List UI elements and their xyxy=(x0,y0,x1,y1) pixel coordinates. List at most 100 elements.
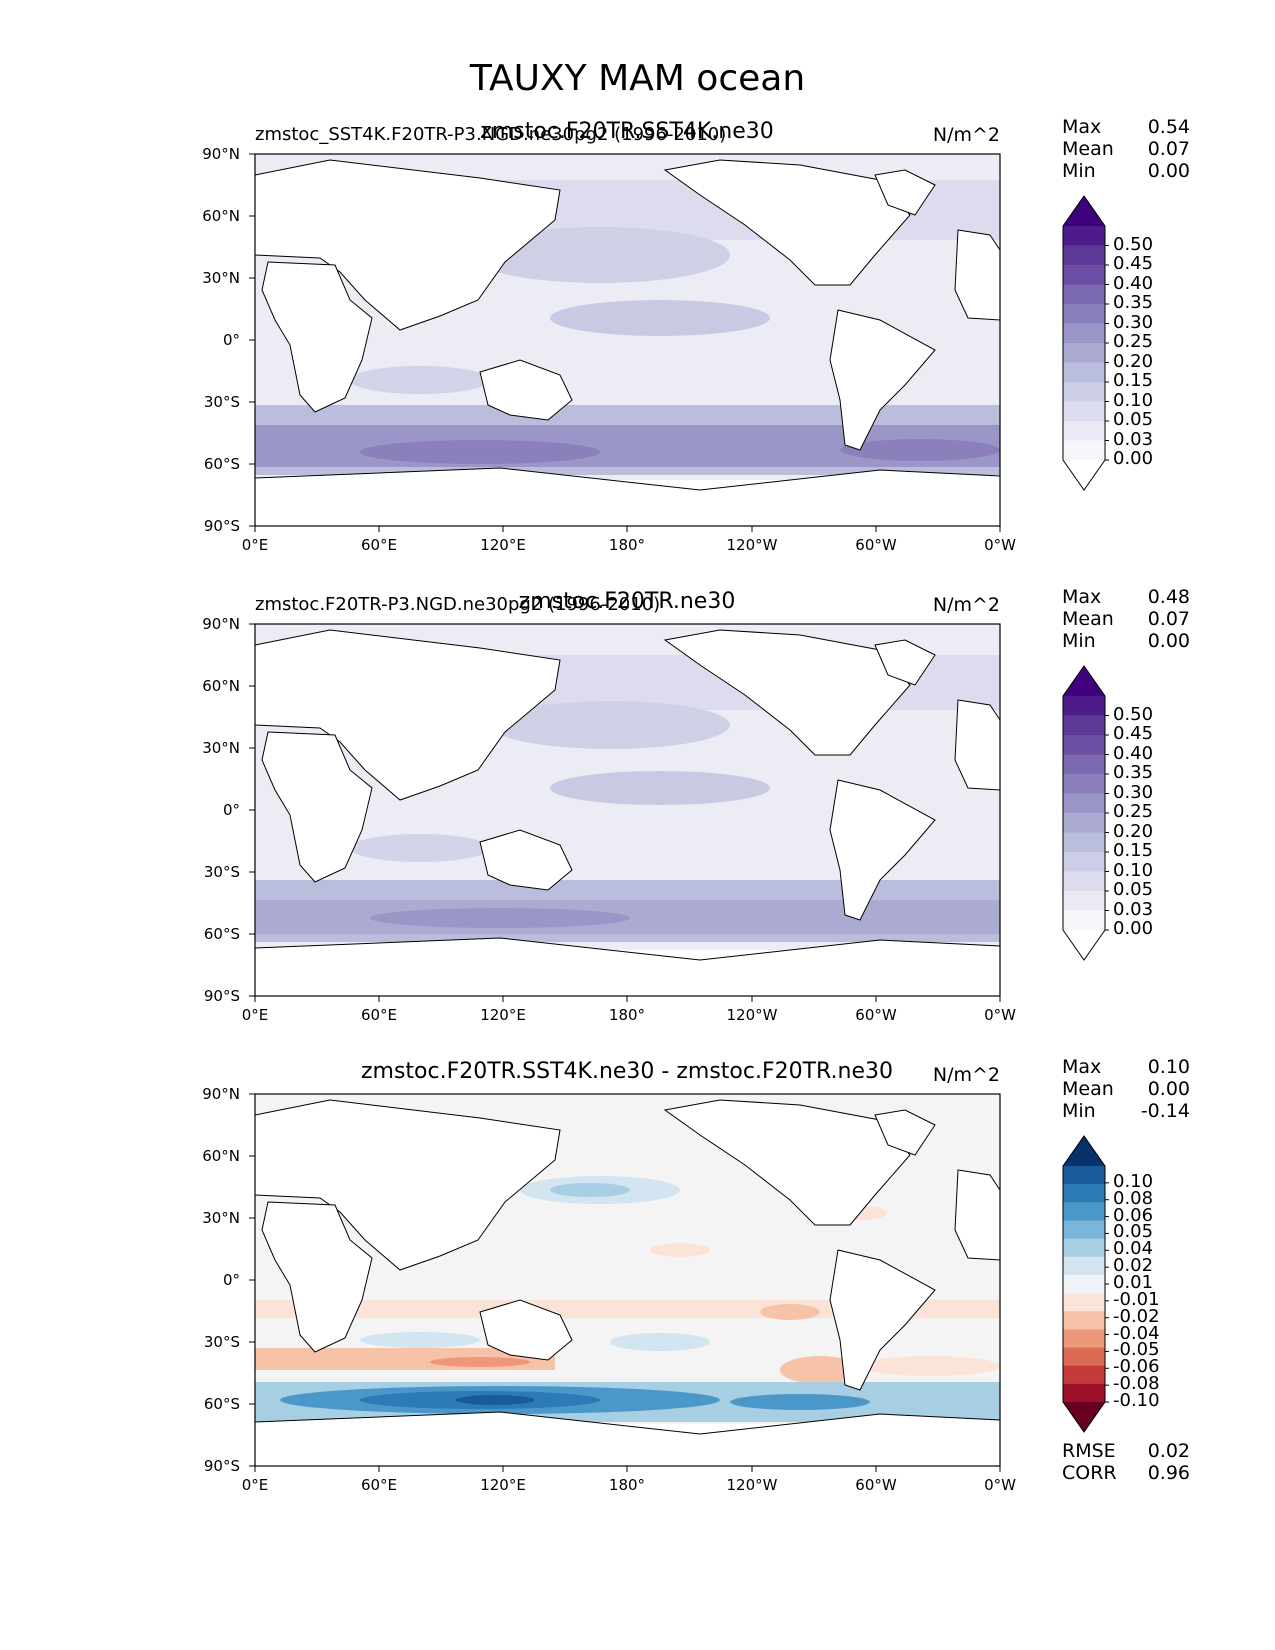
colorbar-swatch xyxy=(1063,401,1105,422)
colorbar-tick-label: 0.05 xyxy=(1113,1221,1154,1243)
continent-outlines xyxy=(254,629,1001,997)
colorbar-tick-label: -0.01 xyxy=(1113,1288,1160,1310)
colorbar-swatch xyxy=(1063,265,1105,285)
colorbar-swatch xyxy=(1063,696,1105,716)
colorbar-tick-label: -0.08 xyxy=(1113,1373,1160,1395)
units-label: N/m^2 xyxy=(932,594,1000,616)
colorbar-swatch xyxy=(1063,245,1105,266)
colorbar-tick-label: 0.50 xyxy=(1113,703,1154,725)
x-tick: 120°W xyxy=(726,536,778,554)
map-canvas xyxy=(249,623,1109,1002)
x-tick: 0°W xyxy=(984,536,1016,554)
colorbar-extend-bottom xyxy=(1063,1402,1105,1432)
x-tick: 60°E xyxy=(360,536,398,554)
mean-label: Mean xyxy=(1062,608,1114,630)
mean-label: Mean xyxy=(1062,1078,1114,1100)
colorbar-tick-label: 0.30 xyxy=(1113,311,1154,333)
x-tick: 180° xyxy=(608,1476,646,1494)
panel-control: zmstoc.F20TR-P3.NGD.ne30pg2 (1996-2010) … xyxy=(0,470,1275,1024)
y-tick: 0° xyxy=(222,801,240,819)
colorbar-swatch xyxy=(1063,1238,1105,1258)
continent-outlines xyxy=(254,159,1001,527)
colorbar-tick-label: 0.03 xyxy=(1113,898,1154,920)
x-tick: 0°W xyxy=(984,1006,1016,1024)
y-tick: 90°S xyxy=(203,1457,240,1475)
colorbar-tick-label: 0.30 xyxy=(1113,781,1154,803)
colorbar-swatch xyxy=(1063,774,1105,794)
axis-ticks xyxy=(249,153,1001,532)
colorbar-swatch xyxy=(1063,1329,1105,1349)
colorbar-tick-label: 0.35 xyxy=(1113,762,1154,783)
colorbar-extend-top xyxy=(1063,1136,1105,1166)
mean-value: 0.00 xyxy=(1147,1078,1190,1100)
y-tick: 30°S xyxy=(203,393,240,411)
y-tick: 60°N xyxy=(202,677,240,695)
colorbar-tick-label: 0.25 xyxy=(1113,801,1154,822)
min-label: Min xyxy=(1062,630,1096,652)
colorbar-swatch xyxy=(1063,1274,1105,1294)
y-tick: 0° xyxy=(222,331,240,349)
x-tick: 60°W xyxy=(855,1476,897,1494)
mean-value: 0.07 xyxy=(1147,608,1190,630)
colorbar-swatch xyxy=(1063,852,1105,872)
colorbar-swatch xyxy=(1063,1383,1105,1403)
colorbar-tick-label: 0.50 xyxy=(1113,233,1154,255)
x-tick: 60°E xyxy=(360,1006,398,1024)
y-tick: 30°N xyxy=(202,739,240,757)
y-tick: 30°N xyxy=(202,269,240,287)
min-label: Min xyxy=(1062,160,1096,182)
colorbar-swatch xyxy=(1063,793,1105,814)
colorbar-swatch xyxy=(1063,871,1105,892)
corr-value: 0.96 xyxy=(1147,1462,1190,1484)
y-tick: 90°N xyxy=(202,615,240,633)
min-label: Min xyxy=(1062,1100,1096,1122)
y-tick: 0° xyxy=(222,1271,240,1289)
continent-outlines xyxy=(254,1099,1001,1467)
x-tick: 120°W xyxy=(726,1006,778,1024)
colorbar-tick-label: 0.01 xyxy=(1113,1272,1154,1293)
colorbar-swatch xyxy=(1063,1293,1105,1312)
colorbar-tick-label: 0.20 xyxy=(1113,350,1154,372)
max-label: Max xyxy=(1062,1056,1102,1078)
max-label: Max xyxy=(1062,586,1102,608)
max-value: 0.54 xyxy=(1147,116,1190,138)
colorbar-tick-label: 0.20 xyxy=(1113,820,1154,842)
colorbar-tick-label: 0.05 xyxy=(1113,409,1154,430)
colorbar-swatch xyxy=(1063,891,1105,911)
y-tick: 60°S xyxy=(203,925,240,943)
colorbar-tick-label: 0.03 xyxy=(1113,428,1154,450)
colorbar-extend-bottom xyxy=(1063,930,1105,960)
colorbar-swatch xyxy=(1063,1365,1105,1385)
colorbar-tick-label: 0.45 xyxy=(1113,723,1154,744)
colorbar xyxy=(1062,665,1109,961)
colorbar-swatch xyxy=(1063,440,1105,461)
colorbar-swatch xyxy=(1063,754,1105,775)
colorbar xyxy=(1062,195,1109,491)
colorbar-tick-label: 0.00 xyxy=(1113,918,1154,939)
y-tick: 60°N xyxy=(202,1147,240,1165)
max-value: 0.10 xyxy=(1147,1056,1190,1078)
x-tick: 180° xyxy=(608,1006,646,1024)
colorbar-tick-label: 0.15 xyxy=(1113,840,1154,861)
min-value: 0.00 xyxy=(1147,630,1190,652)
colorbar-tick-label: -0.05 xyxy=(1113,1339,1160,1361)
colorbar-tick-label: 0.05 xyxy=(1113,879,1154,900)
x-tick: 0°W xyxy=(984,1476,1016,1494)
center-label: zmstoc.F20TR.SST4K.ne30 - zmstoc.F20TR.n… xyxy=(360,1059,894,1084)
colorbar-tick-label: 0.35 xyxy=(1113,292,1154,313)
y-tick: 30°N xyxy=(202,1209,240,1227)
colorbar xyxy=(1062,1135,1109,1433)
left-label: zmstoc.F20TR-P3.NGD.ne30pg2 (1996-2010) xyxy=(255,594,661,615)
min-value: 0.00 xyxy=(1147,160,1190,182)
colorbar-swatch xyxy=(1063,382,1105,402)
colorbar-swatch xyxy=(1063,910,1105,931)
x-tick: 60°E xyxy=(360,1476,398,1494)
colorbar-tick-label: 0.10 xyxy=(1113,1170,1154,1192)
colorbar-tick-label: 0.10 xyxy=(1113,389,1154,411)
colorbar-swatch xyxy=(1063,1256,1105,1276)
corr-label: CORR xyxy=(1062,1462,1117,1484)
x-tick: 120°E xyxy=(480,536,526,554)
units-label: N/m^2 xyxy=(932,1064,1000,1086)
colorbar-swatch xyxy=(1063,715,1105,736)
center-label: zmstoc.F20TR.SST4K.ne30 xyxy=(480,119,774,144)
